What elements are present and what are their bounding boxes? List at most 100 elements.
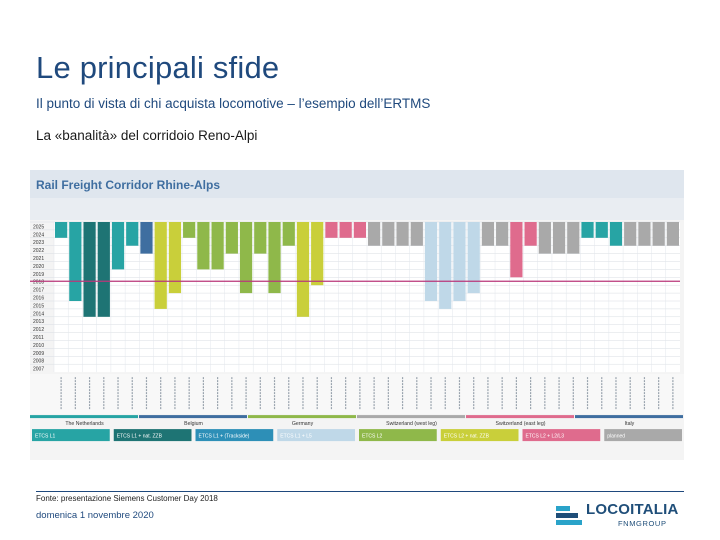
year-label: 2017 (33, 288, 44, 294)
year-label: 2008 (33, 359, 44, 365)
section-heading: La «banalità» del corridoio Reno-Alpi (36, 128, 258, 143)
section-bar (624, 222, 637, 246)
section-bar (424, 222, 438, 301)
year-label: 2018 (33, 280, 44, 286)
logo-group: FNMGROUP (618, 519, 667, 528)
locoitalia-logo: LOCOITALIA FNMGROUP (556, 500, 688, 532)
section-bar (97, 222, 110, 317)
country-group-label: Switzerland (east leg) (496, 421, 546, 427)
legend-label: ETCS L2 + nat. ZZB (444, 434, 490, 440)
country-group-bar (248, 415, 356, 419)
section-bar (410, 222, 423, 246)
legend-swatch (113, 429, 192, 442)
year-label: 2022 (33, 248, 44, 254)
year-label: 2023 (33, 240, 44, 246)
section-bar (239, 222, 253, 294)
figure-title: Rail Freight Corridor Rhine-Alps (36, 178, 220, 192)
figure-header-band (30, 170, 684, 198)
legend-swatch (32, 429, 110, 442)
year-label: 2011 (33, 335, 44, 341)
slide-subtitle: Il punto di vista di chi acquista locomo… (36, 96, 431, 111)
legend-label: ETCS L1 + nat. ZZB (117, 434, 163, 440)
section-bar (396, 222, 409, 246)
year-label: 2020 (33, 264, 44, 270)
section-bar (168, 222, 182, 294)
section-bar (666, 222, 679, 246)
section-bar (282, 222, 295, 246)
section-bar (183, 222, 196, 238)
section-bar (567, 222, 580, 254)
slide-title: Le principali sfide (36, 50, 280, 85)
year-label: 2009 (33, 351, 44, 357)
source-note: Fonte: presentazione Siemens Customer Da… (36, 494, 218, 503)
section-description-area (30, 374, 684, 415)
country-group-bar (575, 415, 683, 419)
corridor-figure: Rail Freight Corridor Rhine-Alps 2025 2024… (30, 170, 684, 460)
year-label: 2010 (33, 343, 44, 349)
section-bar (510, 222, 523, 278)
section-bar (296, 222, 310, 317)
year-label: 2012 (33, 327, 44, 333)
section-bar (368, 222, 381, 246)
legend-label: ETCS L1 (35, 434, 56, 440)
year-label: 2021 (33, 256, 44, 262)
section-bar (638, 222, 651, 246)
country-group-bar (357, 415, 465, 419)
slide-date: domenica 1 novembre 2020 (36, 510, 154, 521)
legend-label: ETCS L1 + L5 (280, 434, 312, 440)
legend-swatch (359, 429, 437, 442)
year-label: 2015 (33, 303, 44, 309)
footer-divider (36, 491, 684, 492)
corridor-timeline-chart: Rail Freight Corridor Rhine-Alps 2025 2024… (30, 170, 684, 442)
legend-swatch (195, 429, 274, 442)
figure-subheader-band (30, 198, 684, 220)
section-bar (69, 222, 82, 301)
country-group-label: Italy (625, 421, 635, 427)
section-bar (197, 222, 210, 270)
legend-swatch (277, 429, 355, 442)
section-bar (453, 222, 466, 301)
section-bar (609, 222, 623, 246)
section-bar (339, 222, 352, 238)
year-label: 2019 (33, 272, 44, 278)
section-bar (595, 222, 608, 238)
legend-swatch (604, 429, 682, 442)
section-bar (154, 222, 167, 309)
locoitalia-logo-mark-icon (556, 506, 582, 525)
section-bar (254, 222, 267, 254)
section-bar (211, 222, 224, 270)
year-label: 2025 (33, 224, 44, 230)
section-bar (353, 222, 366, 238)
section-bar (496, 222, 509, 246)
year-label: 2013 (33, 319, 44, 325)
section-bar (111, 222, 125, 270)
section-bar (140, 222, 153, 254)
section-bar (382, 222, 395, 246)
section-bar (325, 222, 338, 238)
section-bar (552, 222, 566, 254)
country-group-bar (466, 415, 574, 419)
section-bar (652, 222, 665, 246)
legend-label: ETCS L2 + L2/L3 (526, 434, 565, 440)
section-bar (581, 222, 594, 238)
legend-label: ETCS L1 + (Trackside) (199, 434, 250, 440)
section-bar (439, 222, 452, 309)
section-bar (83, 222, 96, 317)
section-bar (126, 222, 139, 246)
country-group-bar (139, 415, 247, 419)
legend-swatch (440, 429, 519, 442)
country-group-label: Switzerland (west leg) (386, 421, 437, 427)
country-group-bar (30, 415, 138, 419)
legend-swatch (522, 429, 601, 442)
legend-label: ETCS L2 (362, 434, 383, 440)
country-group-label: Germany (292, 421, 314, 427)
section-bar (268, 222, 281, 294)
section-bar (311, 222, 324, 286)
section-bar (225, 222, 238, 254)
section-bar (467, 222, 480, 294)
year-label: 2007 (33, 367, 44, 373)
section-bar (55, 222, 68, 238)
year-label: 2024 (33, 232, 44, 238)
section-bar (524, 222, 537, 246)
legend-label: planned (607, 434, 625, 440)
